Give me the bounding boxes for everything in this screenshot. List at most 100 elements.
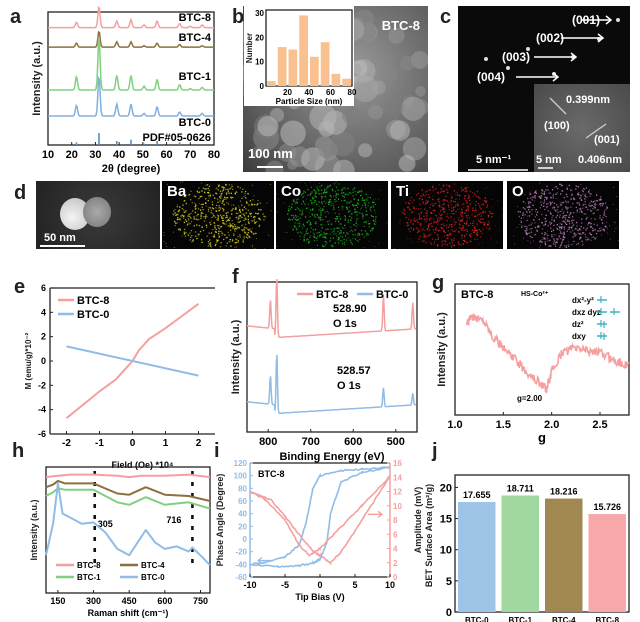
eds-pixel	[217, 241, 219, 243]
eds-pixel	[475, 196, 477, 198]
histogram-bar	[267, 81, 276, 86]
eds-pixel	[357, 218, 359, 220]
eds-pixel	[560, 227, 563, 229]
eds-pixel	[236, 227, 239, 229]
eds-pixel	[552, 214, 554, 217]
eds-pixel	[300, 203, 303, 205]
eds-pixel	[587, 237, 589, 239]
eds-pixel	[319, 234, 321, 237]
eds-pixel	[555, 234, 557, 236]
eds-pixel	[569, 213, 572, 215]
eds-pixel	[187, 223, 189, 225]
eds-pixel	[217, 215, 220, 217]
eds-pixel	[428, 196, 430, 198]
eds-pixel	[549, 204, 551, 206]
eds-pixel	[583, 213, 585, 215]
eds-pixel	[562, 220, 564, 222]
eds-pixel	[295, 229, 298, 231]
eds-pixel	[442, 240, 444, 242]
eds-pixel	[232, 222, 234, 225]
eds-pixel	[568, 226, 570, 228]
eds-pixel	[581, 211, 583, 213]
eds-pixel	[573, 198, 576, 200]
eds-pixel	[612, 204, 614, 206]
eds-pixel	[310, 186, 313, 189]
x-tick-label: -5	[281, 580, 289, 590]
eds-pixel	[214, 227, 216, 229]
eds-pixel	[417, 221, 419, 223]
eds-pixel	[201, 226, 203, 228]
eds-pixel	[420, 223, 422, 225]
eds-pixel	[575, 188, 577, 190]
eds-pixel	[451, 226, 453, 228]
eds-pixel	[309, 235, 312, 237]
eds-pixel	[525, 232, 527, 234]
eds-pixel	[221, 235, 223, 237]
eds-pixel	[337, 230, 339, 232]
eds-pixel	[337, 238, 340, 240]
orbital-label: dxy	[572, 332, 586, 341]
eds-pixel	[195, 218, 197, 220]
eds-pixel	[294, 222, 296, 224]
eds-pixel	[458, 243, 460, 245]
eds-pixel	[560, 228, 563, 230]
eds-pixel	[190, 217, 192, 219]
eds-pixel	[589, 221, 591, 224]
eds-pixel	[596, 224, 598, 226]
eds-pixel	[426, 235, 428, 237]
eds-pixel	[588, 191, 590, 193]
eds-pixel	[354, 208, 356, 211]
eds-pixel	[553, 238, 555, 240]
eds-pixel	[334, 201, 336, 203]
eds-pixel	[182, 181, 184, 183]
eds-pixel	[294, 218, 296, 221]
reference-line-dash	[191, 471, 194, 475]
eds-pixel	[330, 228, 332, 230]
eds-pixel	[320, 201, 323, 203]
eds-pixel	[525, 231, 528, 233]
eds-pixel	[317, 188, 319, 190]
eds-pixel	[486, 223, 488, 226]
eds-pixel	[231, 225, 234, 227]
eds-pixel	[315, 222, 317, 225]
eds-pixel	[352, 189, 354, 191]
eds-pixel	[166, 183, 168, 185]
eds-pixel	[180, 215, 182, 217]
eds-pixel	[436, 219, 439, 221]
panel-label-j: j	[432, 440, 438, 462]
eds-pixel	[293, 216, 295, 218]
y-tick-label: 5	[446, 576, 452, 588]
eds-pixel	[424, 221, 426, 223]
eds-pixel	[299, 235, 301, 237]
eds-pixel	[237, 212, 239, 215]
eds-pixel	[583, 203, 585, 206]
eds-pixel	[196, 218, 198, 221]
eds-pixel	[553, 219, 555, 221]
eds-pixel	[533, 219, 535, 221]
eds-pixel	[215, 210, 217, 212]
eds-pixel	[613, 221, 615, 223]
eds-pixel	[443, 207, 445, 209]
eds-pixel	[425, 199, 427, 202]
eds-pixel	[296, 202, 298, 204]
eds-pixel	[243, 219, 245, 222]
diffraction-spot	[616, 18, 620, 22]
eds-pixel	[235, 228, 238, 230]
plot-frame	[454, 474, 630, 613]
eds-pixel	[556, 214, 559, 217]
eds-pixel	[549, 201, 551, 203]
eds-pixel	[309, 222, 312, 224]
eds-pixel	[410, 238, 412, 240]
eds-pixel	[231, 184, 233, 186]
eds-pixel	[350, 241, 352, 243]
eds-pixel	[459, 220, 461, 222]
eds-pixel	[526, 233, 528, 235]
eds-pixel	[226, 242, 228, 244]
eds-pixel	[414, 220, 416, 222]
eds-pixel	[458, 198, 460, 200]
eds-pixel	[604, 214, 606, 216]
eds-pixel	[573, 219, 575, 221]
eds-pixel	[603, 214, 605, 216]
eds-pixel	[214, 231, 217, 233]
eds-pixel	[215, 192, 217, 194]
